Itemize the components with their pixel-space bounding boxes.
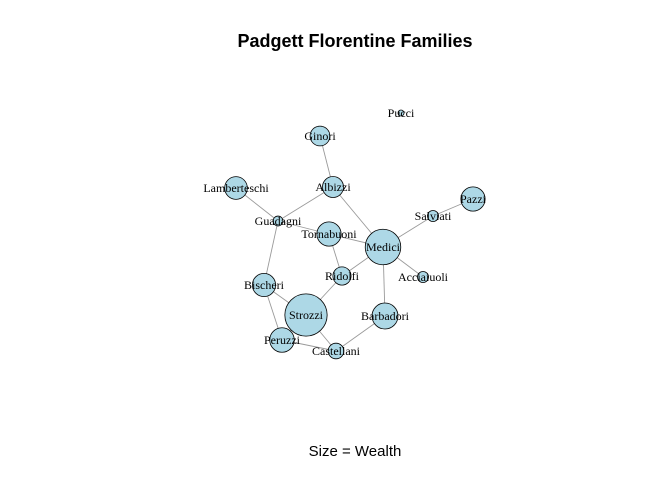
node-albizzi — [322, 176, 344, 198]
node-label-medici: Medici — [366, 240, 401, 254]
node-barbadori — [371, 302, 399, 330]
node-label-lamberteschi: Lamberteschi — [203, 181, 269, 195]
node-label-bischeri: Bischeri — [244, 278, 285, 292]
node-label-acciaiuoli: Acciaiuoli — [398, 270, 449, 284]
nodes-layer — [224, 109, 486, 360]
node-label-tornabuoni: Tornabuoni — [301, 227, 357, 241]
node-label-pucci: Pucci — [388, 106, 415, 120]
node-pucci — [397, 109, 405, 117]
node-ginori — [309, 125, 331, 147]
node-guadagni — [272, 215, 284, 227]
node-label-ridolfi: Ridolfi — [325, 269, 360, 283]
node-lamberteschi — [224, 176, 248, 200]
node-label-castellani: Castellani — [312, 344, 361, 358]
edges-layer — [235, 135, 474, 352]
node-tornabuoni — [316, 221, 342, 247]
node-pazzi — [460, 186, 486, 212]
node-label-salviati: Salviati — [415, 209, 452, 223]
node-label-albizzi: Albizzi — [315, 180, 351, 194]
node-peruzzi — [269, 327, 295, 353]
node-strozzi — [284, 293, 328, 337]
node-medici — [364, 228, 402, 266]
node-label-guadagni: Guadagni — [255, 214, 302, 228]
graph-subtitle: Size = Wealth — [309, 443, 402, 460]
node-acciaiuoli — [417, 271, 429, 283]
node-label-ginori: Ginori — [304, 129, 336, 143]
node-label-peruzzi: Peruzzi — [264, 333, 301, 347]
node-ridolfi — [332, 266, 352, 286]
node-label-pazzi: Pazzi — [460, 192, 487, 206]
node-label-barbadori: Barbadori — [361, 309, 410, 323]
node-salviati — [427, 210, 439, 222]
labels-layer: Acciaiuoli Albizzi Barbadori Bischeri Castel… — [203, 106, 486, 358]
node-bischeri — [251, 272, 277, 298]
node-castellani — [327, 342, 345, 360]
graph-title: Padgett Florentine Families — [237, 31, 472, 51]
node-label-strozzi: Strozzi — [289, 308, 324, 322]
